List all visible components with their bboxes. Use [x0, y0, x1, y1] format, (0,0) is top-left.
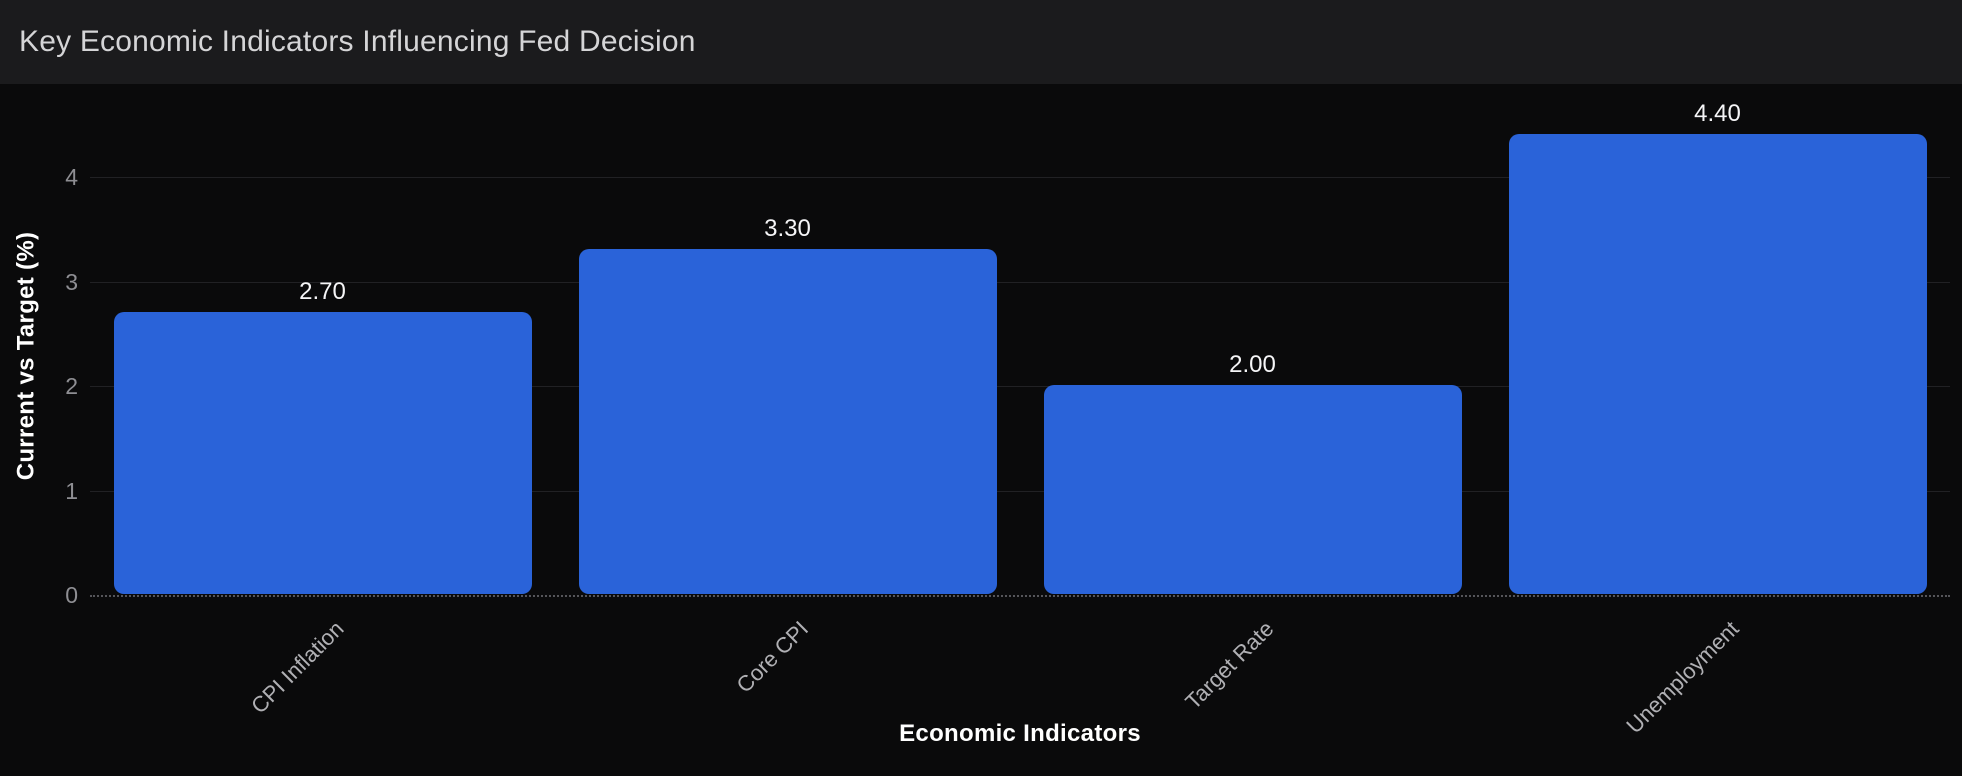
gridline-y-1: [90, 490, 1950, 492]
zero-baseline: [90, 595, 1950, 597]
y-tick-label-3: 3: [65, 268, 78, 295]
title-bar: Key Economic Indicators Influencing Fed …: [0, 0, 1962, 84]
bar-target-rate[interactable]: [1043, 385, 1462, 594]
bar-slot-cpi-inflation: 2.70: [90, 115, 555, 596]
y-tick-label-4: 4: [65, 164, 78, 190]
y-tick-label-0: 0: [65, 582, 78, 608]
gridline-y-4: [90, 177, 1950, 178]
gridline-y-2: [90, 386, 1950, 387]
plot-area: 2.70 3.30 2.00 4.40: [90, 100, 1950, 597]
value-label-unemployment: 4.40: [1694, 100, 1741, 128]
bar-slot-unemployment: 4.40: [1485, 100, 1950, 596]
bar-slot-core-cpi: 3.30: [555, 115, 1020, 596]
category-label-target-rate: Target Rate: [1180, 616, 1279, 715]
bar-unemployment[interactable]: [1508, 134, 1927, 594]
value-label-cpi-inflation: 2.70: [299, 277, 346, 305]
y-tick-label-1: 1: [65, 477, 78, 504]
category-label-cpi-inflation: CPI Inflation: [245, 616, 349, 719]
y-tick-label-2: 2: [65, 373, 78, 399]
value-label-core-cpi: 3.30: [764, 215, 811, 243]
bar-core-cpi[interactable]: [578, 249, 997, 594]
y-axis-ticks: 0 1 2 3 4: [0, 115, 78, 607]
x-axis-title: Economic Indicators: [899, 720, 1141, 747]
bar-cpi-inflation[interactable]: [113, 311, 532, 594]
bar-slot-target-rate: 2.00: [1020, 115, 1485, 596]
category-label-core-cpi: Core CPI: [731, 616, 814, 698]
value-label-target-rate: 2.00: [1229, 351, 1276, 378]
chart-title: Key Economic Indicators Influencing Fed …: [19, 25, 696, 58]
gridline-y-3: [90, 281, 1950, 283]
